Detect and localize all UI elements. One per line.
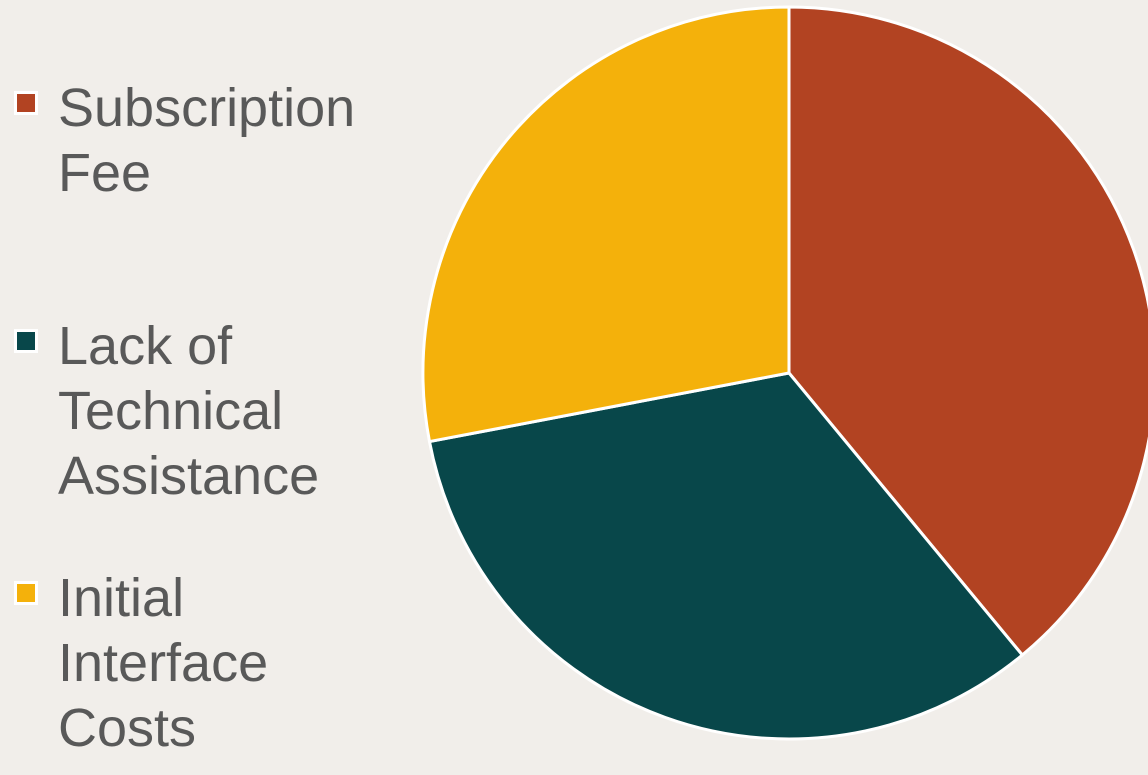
legend-label-subscription-fee: Subscription Fee bbox=[58, 78, 356, 203]
legend-item-initial-interface-costs: Initial Interface Costs bbox=[10, 566, 400, 761]
pie-slice-lack-of-technical-assistance bbox=[427, 371, 1024, 741]
legend-label-lack-of-technical-assistance: Lack of Technical Assistance bbox=[58, 316, 320, 506]
legend: Subscription Fee Lack of Technical Assis… bbox=[10, 76, 400, 761]
pie-slice-initial-interface-costs bbox=[421, 5, 791, 444]
legend-swatch-initial-interface-costs bbox=[14, 581, 38, 605]
legend-item-subscription-fee: Subscription Fee bbox=[10, 76, 400, 206]
legend-swatch-subscription-fee bbox=[14, 91, 38, 115]
legend-swatch-lack-of-technical-assistance bbox=[14, 329, 38, 353]
legend-label-initial-interface-costs: Initial Interface Costs bbox=[58, 568, 269, 758]
pie-slices bbox=[421, 5, 1148, 741]
legend-item-lack-of-technical-assistance: Lack of Technical Assistance bbox=[10, 314, 400, 509]
pie-slice-subscription-fee bbox=[787, 5, 1148, 657]
